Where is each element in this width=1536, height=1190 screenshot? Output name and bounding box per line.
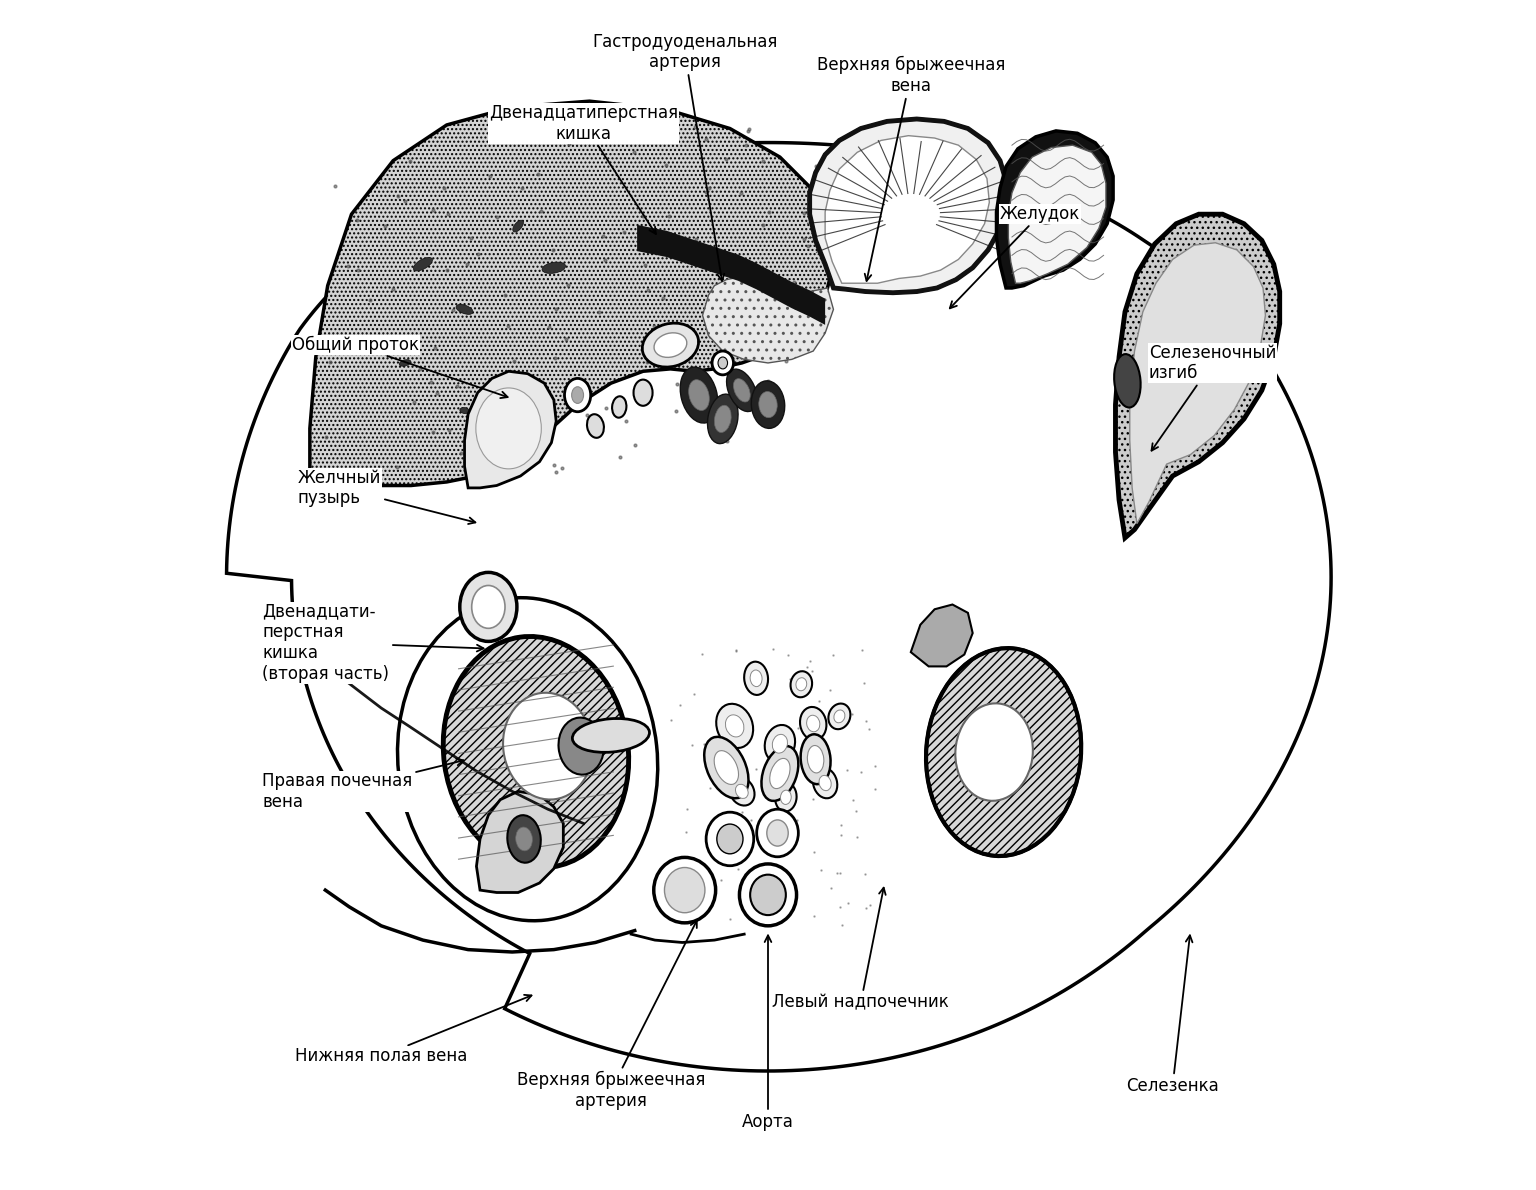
Ellipse shape [776, 783, 797, 812]
Text: Аорта: Аорта [742, 935, 794, 1130]
Ellipse shape [806, 715, 820, 732]
Ellipse shape [502, 693, 593, 800]
Ellipse shape [730, 777, 754, 806]
Ellipse shape [780, 790, 791, 804]
Text: Правая почечная
вена: Правая почечная вена [263, 759, 464, 810]
Ellipse shape [800, 707, 826, 740]
Ellipse shape [703, 737, 748, 798]
Ellipse shape [757, 809, 799, 857]
Polygon shape [809, 119, 1006, 293]
Ellipse shape [813, 768, 837, 798]
Ellipse shape [507, 815, 541, 863]
Ellipse shape [413, 257, 433, 271]
Polygon shape [825, 136, 989, 283]
Ellipse shape [791, 671, 813, 697]
Polygon shape [1008, 145, 1106, 283]
Polygon shape [1130, 243, 1266, 524]
Ellipse shape [654, 858, 716, 923]
Ellipse shape [736, 784, 748, 798]
Ellipse shape [955, 703, 1032, 801]
Ellipse shape [743, 662, 768, 695]
Text: Желудок: Желудок [949, 205, 1080, 308]
Ellipse shape [476, 388, 541, 469]
Ellipse shape [739, 864, 797, 926]
Ellipse shape [714, 406, 731, 432]
Text: Гастродуоденальная
артерия: Гастродуоденальная артерия [591, 32, 777, 281]
Ellipse shape [819, 776, 831, 790]
Ellipse shape [680, 367, 717, 424]
Polygon shape [1115, 214, 1279, 538]
Text: Нижняя полая вена: Нижняя полая вена [295, 995, 531, 1065]
Ellipse shape [750, 875, 786, 915]
Ellipse shape [796, 678, 806, 690]
Ellipse shape [759, 392, 777, 418]
Ellipse shape [725, 715, 743, 737]
Text: Левый надпочечник: Левый надпочечник [773, 888, 949, 1012]
Ellipse shape [808, 745, 823, 774]
Text: Желчный
пузырь: Желчный пузырь [298, 469, 475, 524]
Text: Селезеночный
изгиб: Селезеночный изгиб [1149, 344, 1276, 451]
Text: Верхняя брыжеечная
артерия: Верхняя брыжеечная артерия [516, 921, 705, 1110]
Ellipse shape [751, 381, 785, 428]
Ellipse shape [714, 751, 739, 784]
Ellipse shape [773, 734, 788, 753]
Polygon shape [476, 791, 564, 892]
Ellipse shape [765, 725, 796, 763]
Polygon shape [911, 605, 972, 666]
Ellipse shape [472, 585, 505, 628]
Polygon shape [997, 131, 1114, 288]
Ellipse shape [734, 378, 750, 402]
Ellipse shape [444, 637, 628, 868]
Ellipse shape [688, 380, 710, 411]
Ellipse shape [633, 380, 653, 406]
Ellipse shape [713, 351, 734, 375]
Ellipse shape [542, 262, 565, 274]
Ellipse shape [717, 823, 743, 854]
Ellipse shape [762, 746, 799, 801]
Polygon shape [310, 101, 834, 486]
Ellipse shape [750, 670, 762, 687]
Ellipse shape [642, 324, 699, 367]
Ellipse shape [459, 572, 518, 641]
Ellipse shape [611, 396, 627, 418]
Text: Двенадцати-
перстная
кишка
(вторая часть): Двенадцати- перстная кишка (вторая часть… [263, 602, 484, 683]
Text: Двенадцатиперстная
кишка: Двенадцатиперстная кишка [488, 104, 677, 234]
Ellipse shape [708, 394, 739, 444]
Polygon shape [702, 276, 834, 363]
Ellipse shape [459, 407, 470, 414]
Ellipse shape [717, 357, 728, 369]
Ellipse shape [587, 414, 604, 438]
Polygon shape [464, 371, 556, 488]
Ellipse shape [766, 820, 788, 846]
Ellipse shape [1114, 355, 1141, 407]
Ellipse shape [707, 813, 754, 866]
Ellipse shape [800, 734, 831, 784]
Ellipse shape [559, 718, 604, 775]
Ellipse shape [399, 359, 410, 367]
Polygon shape [227, 143, 1332, 1071]
Ellipse shape [456, 305, 473, 314]
Ellipse shape [565, 378, 591, 412]
Text: Селезенка: Селезенка [1126, 935, 1220, 1095]
Ellipse shape [573, 719, 650, 752]
Ellipse shape [516, 827, 533, 851]
Polygon shape [637, 225, 825, 325]
Ellipse shape [716, 703, 753, 749]
Ellipse shape [770, 758, 790, 789]
Ellipse shape [654, 333, 687, 357]
Ellipse shape [828, 703, 851, 729]
Ellipse shape [727, 369, 757, 412]
Ellipse shape [665, 868, 705, 913]
Ellipse shape [513, 220, 524, 232]
Ellipse shape [834, 710, 845, 722]
Ellipse shape [926, 649, 1081, 856]
Text: Верхняя брыжеечная
вена: Верхняя брыжеечная вена [817, 56, 1005, 281]
Text: Общий проток: Общий проток [292, 336, 507, 399]
Ellipse shape [571, 387, 584, 403]
